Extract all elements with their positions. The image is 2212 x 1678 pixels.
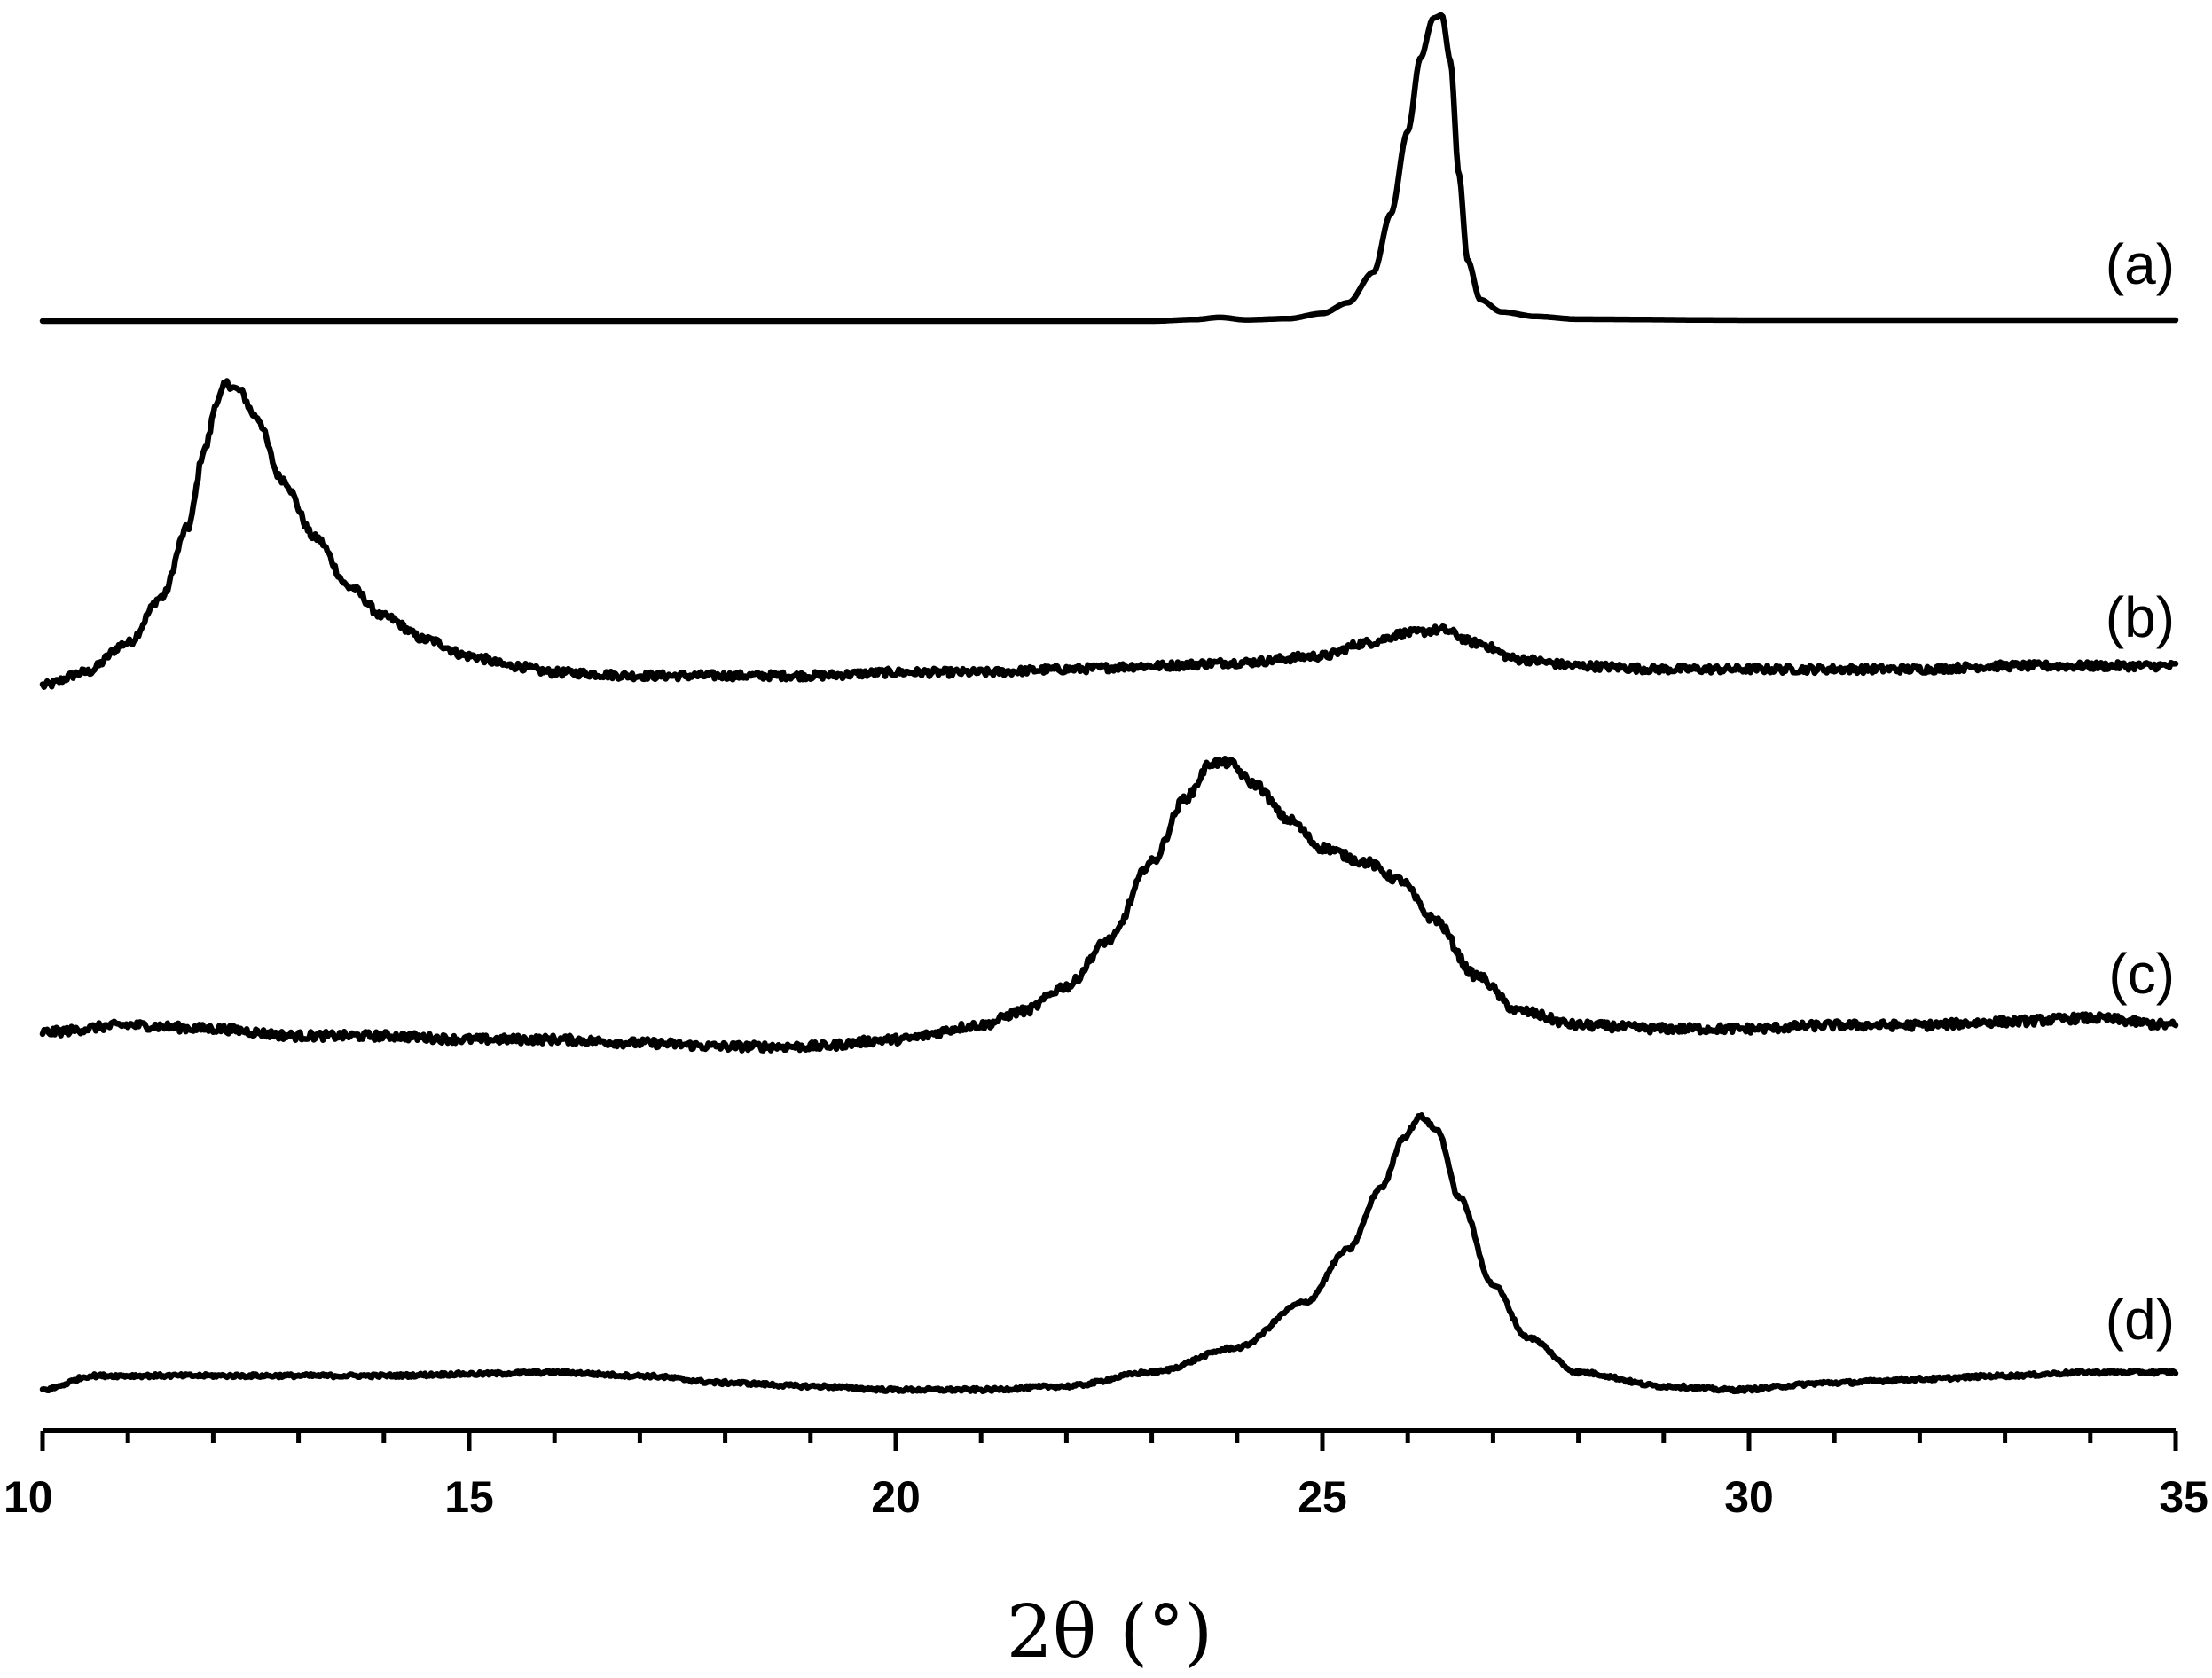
series-labels: (a) (b) (c) (d) [2106, 232, 2175, 1352]
trace-b [39, 378, 2179, 690]
x-axis-ticks [40, 1431, 2178, 1451]
x-tick-label: 35 [2159, 1472, 2208, 1522]
x-axis: 10 15 20 25 30 35 [4, 1428, 2208, 1522]
x-tick-label: 10 [4, 1472, 53, 1522]
trace-c [39, 755, 2179, 1054]
x-tick-label: 20 [871, 1472, 921, 1522]
x-tick-label: 15 [444, 1472, 494, 1522]
x-tick-label: 25 [1298, 1472, 1347, 1522]
x-tick-label: 30 [1724, 1472, 1774, 1522]
x-axis-tick-labels: 10 15 20 25 30 35 [4, 1472, 2208, 1522]
trace-a [39, 12, 2179, 325]
series-label-a: (a) [2106, 232, 2175, 296]
diffraction-traces [39, 12, 2179, 1395]
x-axis-title: 2θ (°) [1007, 1590, 1213, 1674]
series-label-d: (d) [2106, 1288, 2175, 1352]
series-label-c: (c) [2108, 942, 2175, 1006]
trace-d [39, 1112, 2179, 1395]
series-label-b: (b) [2106, 585, 2175, 649]
